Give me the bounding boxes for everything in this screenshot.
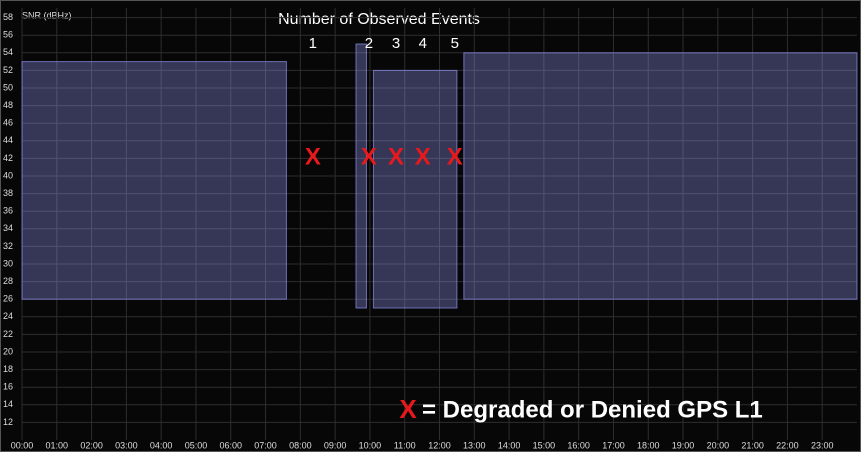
- event-marker: X: [305, 144, 321, 171]
- y-tick-label: 36: [3, 206, 13, 216]
- x-tick-label: 00:00: [11, 440, 34, 450]
- x-tick-label: 16:00: [567, 440, 590, 450]
- y-tick-label: 58: [3, 12, 13, 22]
- y-tick-label: 56: [3, 30, 13, 40]
- x-tick-label: 04:00: [150, 440, 173, 450]
- x-tick-label: 23:00: [811, 440, 834, 450]
- x-tick-label: 02:00: [80, 440, 103, 450]
- legend-marker: X: [399, 394, 417, 424]
- x-tick-label: 11:00: [394, 440, 416, 450]
- y-tick-label: 26: [3, 294, 13, 304]
- signal-band: [356, 44, 366, 308]
- signal-band: [373, 70, 457, 308]
- x-tick-label: 12:00: [428, 440, 451, 450]
- y-tick-label: 46: [3, 118, 13, 128]
- event-number: 3: [392, 35, 400, 52]
- x-tick-label: 10:00: [359, 440, 382, 450]
- chart-title: Number of Observed Events: [278, 11, 480, 28]
- event-number: 5: [451, 35, 459, 52]
- chart: Number of Observed Events SNR (dBHz) 121…: [0, 0, 861, 452]
- y-tick-label: 22: [3, 329, 13, 339]
- signal-band: [22, 62, 286, 300]
- y-tick-label: 24: [3, 311, 13, 321]
- y-tick-label: 38: [3, 188, 13, 198]
- x-tick-label: 09:00: [324, 440, 347, 450]
- signal-band: [464, 53, 857, 299]
- event-marker: X: [388, 144, 404, 171]
- y-tick-label: 20: [3, 346, 13, 356]
- event-marker: X: [447, 144, 463, 171]
- y-tick-label: 52: [3, 65, 13, 75]
- y-tick-label: 54: [3, 47, 13, 57]
- y-tick-label: 40: [3, 170, 13, 180]
- y-tick-label: 12: [3, 417, 13, 427]
- x-tick-label: 14:00: [498, 440, 521, 450]
- x-tick-label: 21:00: [741, 440, 764, 450]
- y-tick-label: 14: [3, 399, 13, 409]
- x-tick-label: 22:00: [776, 440, 799, 450]
- x-tick-label: 13:00: [463, 440, 486, 450]
- x-tick-label: 18:00: [637, 440, 660, 450]
- y-tick-label: 44: [3, 135, 13, 145]
- x-tick-label: 06:00: [219, 440, 242, 450]
- x-tick-label: 07:00: [254, 440, 277, 450]
- y-tick-label: 42: [3, 153, 13, 163]
- y-tick-label: 18: [3, 364, 13, 374]
- y-tick-label: 16: [3, 382, 13, 392]
- x-tick-label: 20:00: [707, 440, 730, 450]
- event-marker: X: [415, 144, 431, 171]
- x-tick-label: 19:00: [672, 440, 695, 450]
- event-number: 4: [419, 35, 427, 52]
- y-tick-label: 34: [3, 223, 13, 233]
- y-tick-label: 28: [3, 276, 13, 286]
- x-tick-label: 15:00: [533, 440, 556, 450]
- x-tick-label: 08:00: [289, 440, 312, 450]
- y-tick-label: 30: [3, 258, 13, 268]
- x-tick-label: 03:00: [115, 440, 138, 450]
- y-tick-label: 48: [3, 100, 13, 110]
- x-tick-label: 01:00: [46, 440, 69, 450]
- event-number: 1: [309, 35, 317, 52]
- y-tick-label: 50: [3, 82, 13, 92]
- event-marker: X: [361, 144, 377, 171]
- event-number: 2: [365, 35, 373, 52]
- legend-text: = Degraded or Denied GPS L1: [422, 396, 763, 423]
- y-tick-label: 32: [3, 241, 13, 251]
- x-tick-label: 05:00: [185, 440, 208, 450]
- x-tick-label: 17:00: [602, 440, 625, 450]
- y-axis-label: SNR (dBHz): [22, 10, 72, 20]
